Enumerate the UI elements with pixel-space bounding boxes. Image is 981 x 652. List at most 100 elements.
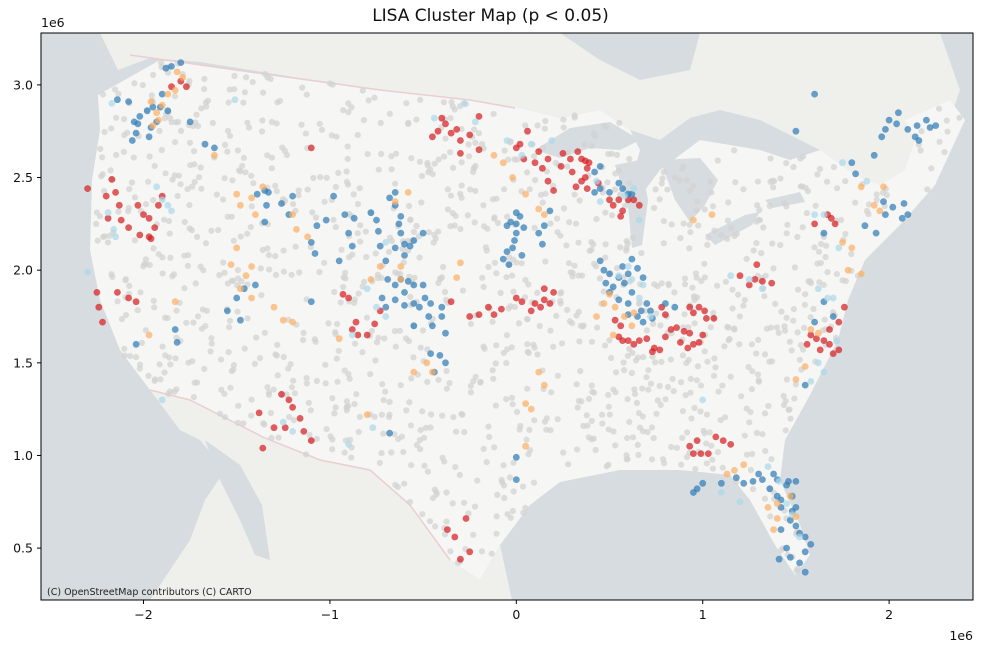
point-ll [539,240,546,248]
point-not-significant [633,399,641,406]
point-not-significant [658,280,665,287]
point-lh [814,285,822,293]
point-ll [171,326,179,333]
point-hh [550,187,557,194]
point-lh [635,294,643,302]
point-ll [792,522,800,530]
point-not-significant [664,383,672,391]
point-not-significant [159,343,166,350]
point-not-significant [756,206,763,213]
point-not-significant [554,416,561,423]
point-ll [410,281,418,289]
point-not-significant [506,474,514,481]
point-not-significant [636,424,644,431]
point-not-significant [645,367,652,374]
point-lh [471,118,479,126]
point-not-significant [617,244,624,251]
point-hl [227,261,235,268]
point-not-significant [329,436,336,443]
point-hl [839,239,846,246]
point-not-significant [773,324,781,331]
point-not-significant [626,418,633,425]
point-hh [826,326,833,333]
point-lh [369,424,377,432]
point-not-significant [710,309,717,316]
point-not-significant [177,127,185,134]
x-tick-label: 2 [885,607,893,622]
point-not-significant [719,382,726,389]
point-not-significant [513,408,521,415]
point-not-significant [724,217,732,224]
point-ll [904,125,912,133]
point-hl [335,335,343,343]
point-not-significant [264,384,271,391]
point-not-significant [330,216,337,223]
point-not-significant [724,323,731,330]
point-not-significant [226,86,233,93]
point-not-significant [573,312,580,319]
point-hh [278,390,285,398]
point-not-significant [226,317,234,324]
point-ll [923,116,930,124]
point-hh [114,289,121,296]
point-hh [102,192,110,200]
point-not-significant [503,332,510,339]
point-not-significant [605,426,612,433]
point-ll [438,313,446,320]
point-lh [84,268,91,276]
point-not-significant [503,274,510,281]
point-not-significant [588,142,595,150]
point-ll [348,242,356,250]
point-not-significant [424,378,431,385]
point-not-significant [710,372,718,379]
point-not-significant [553,312,560,319]
point-not-significant [139,82,146,89]
point-ll [811,90,818,98]
point-not-significant [801,324,808,331]
lake-superior [535,122,640,158]
point-not-significant [667,356,674,363]
point-not-significant [701,260,708,267]
point-not-significant [679,434,686,441]
point-hh [656,346,664,354]
point-not-significant [280,247,287,254]
point-not-significant [472,139,479,146]
point-ll [395,220,403,228]
point-not-significant [543,426,550,433]
point-not-significant [401,480,408,487]
point-ll [438,303,446,311]
point-not-significant [653,310,660,317]
point-not-significant [307,407,314,414]
point-not-significant [332,224,339,231]
point-not-significant [337,299,344,306]
point-not-significant [265,252,272,259]
point-not-significant [345,109,352,116]
point-not-significant [719,464,726,471]
point-not-significant [201,365,208,372]
point-not-significant [170,271,178,278]
point-not-significant [534,351,541,358]
point-not-significant [673,444,681,451]
plot-frame [40,32,974,601]
point-ll [401,302,408,309]
point-not-significant [190,394,197,401]
point-ll [624,300,632,307]
point-not-significant [534,289,541,296]
point-not-significant [300,336,307,344]
point-lh [628,276,636,283]
point-not-significant [703,411,711,418]
y-axis-ticks: 0.5 1.0 1.5 2.0 2.5 3.0 [13,77,41,556]
point-not-significant [260,420,267,427]
point-ll [872,229,880,237]
point-not-significant [606,411,614,418]
point-not-significant [608,354,615,362]
point-hl [609,331,617,339]
point-not-significant [523,436,530,443]
point-not-significant [465,141,472,148]
point-ll [507,218,515,226]
point-ll [783,544,790,552]
point-not-significant [343,178,350,185]
point-hh [289,403,296,411]
point-hh [466,131,474,139]
point-hh [531,159,539,167]
